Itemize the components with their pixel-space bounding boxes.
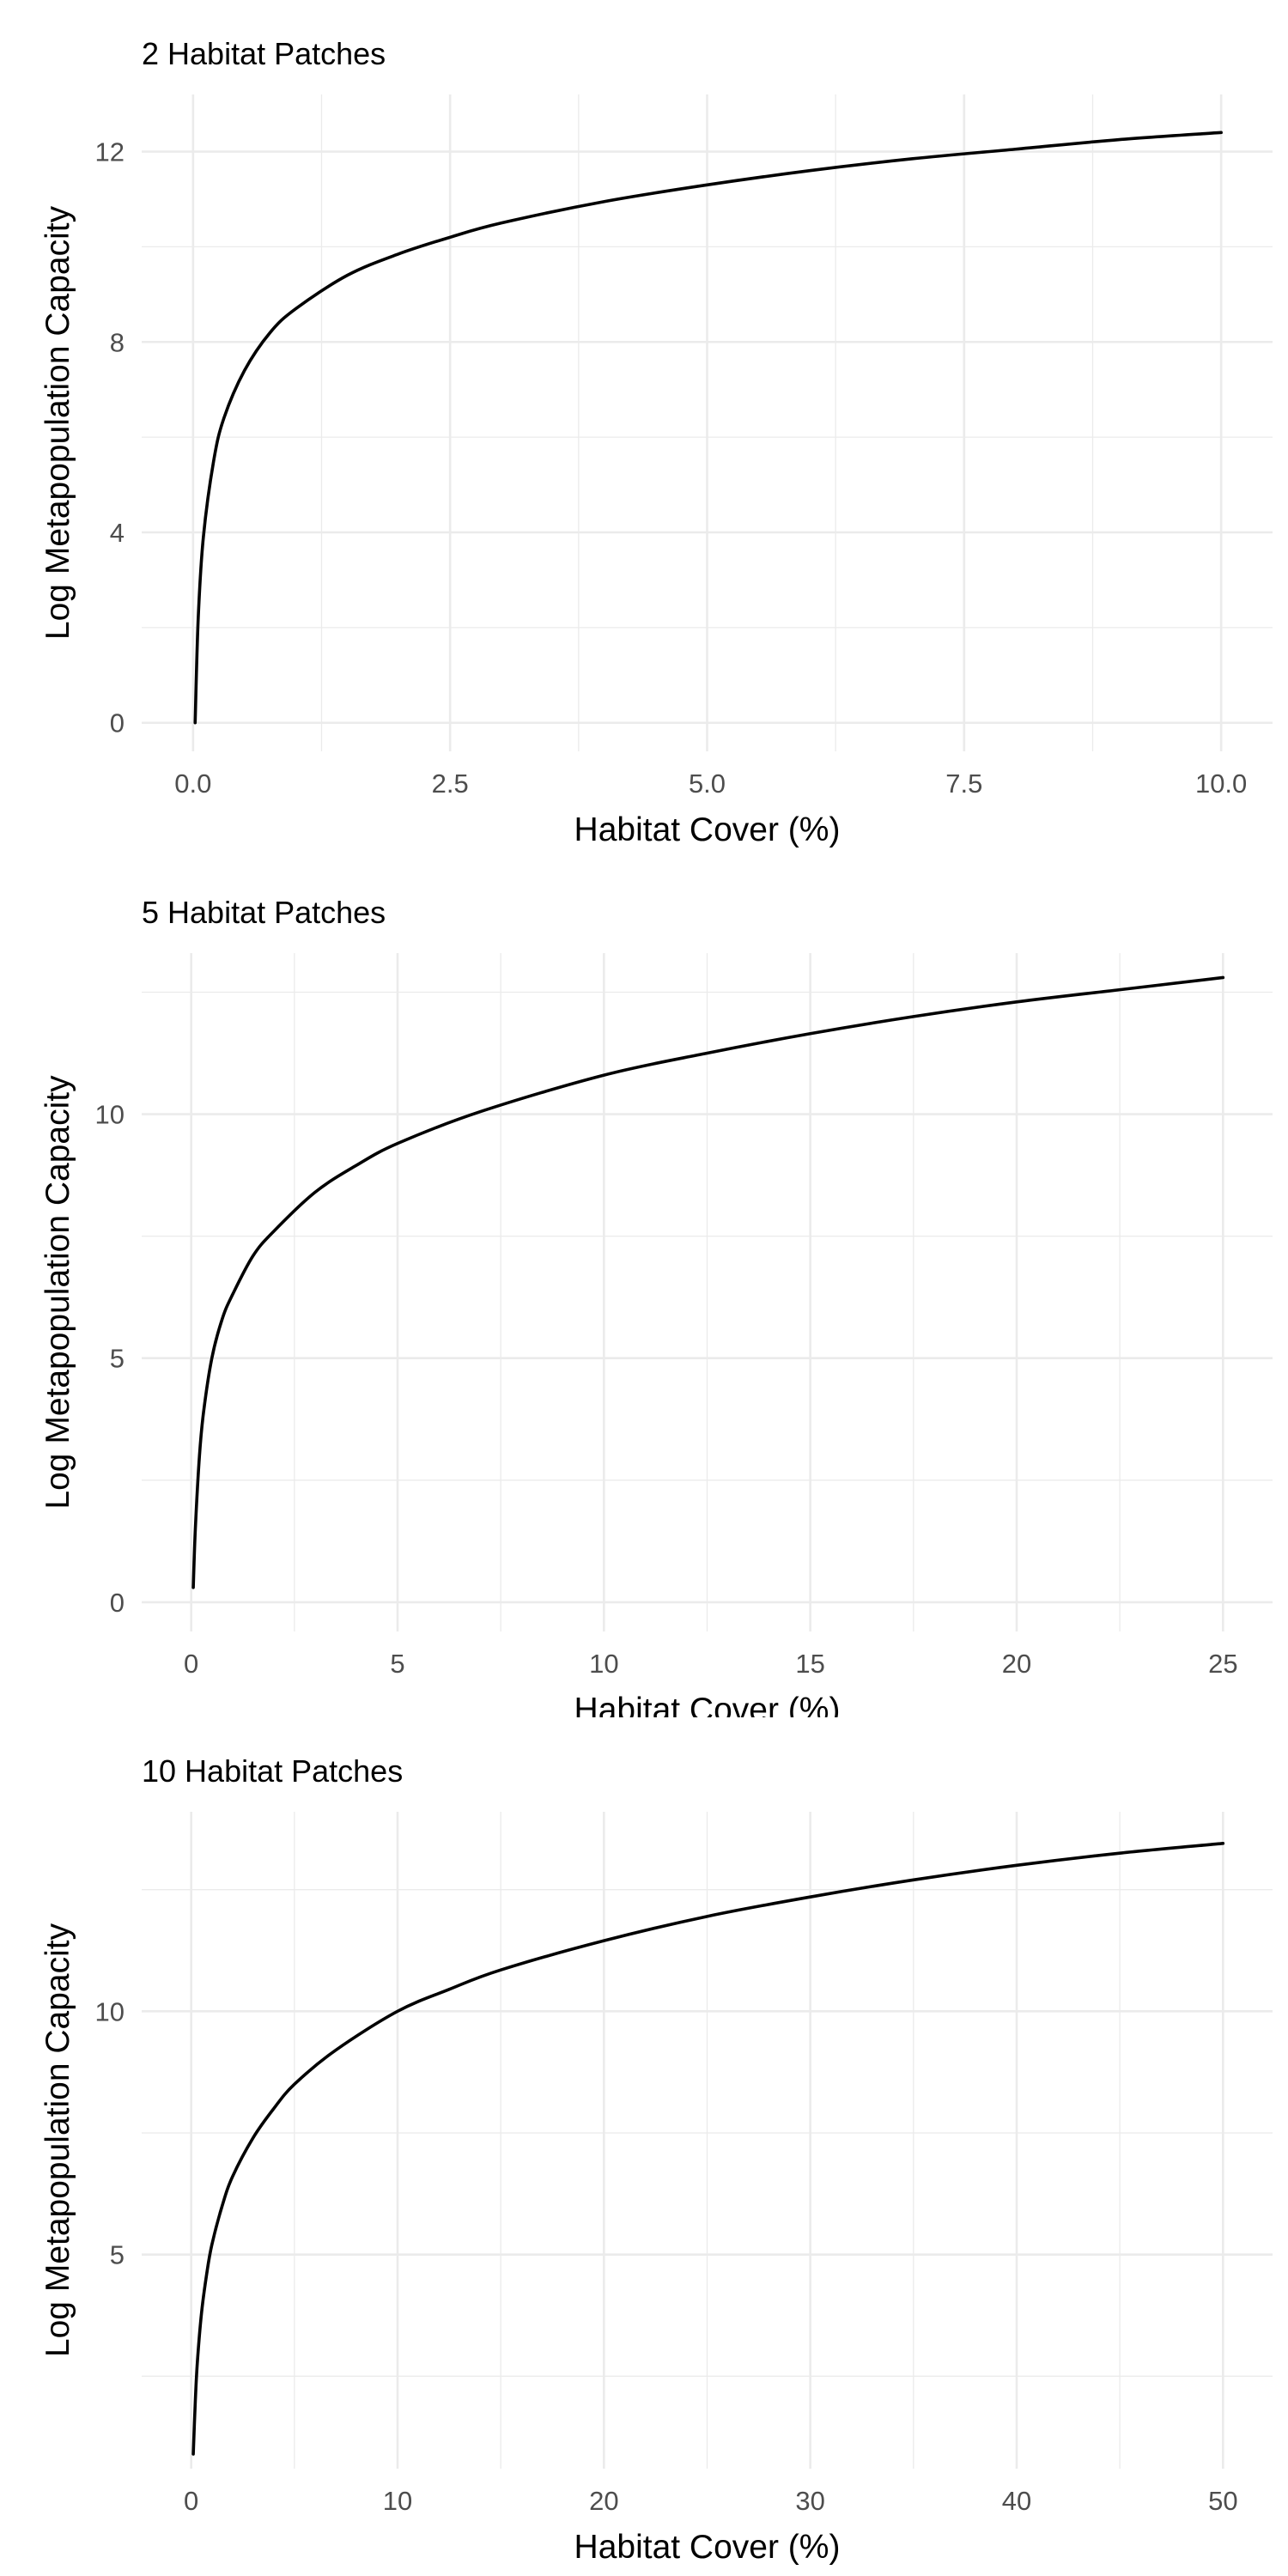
x-tick-label: 10 [383, 2486, 412, 2516]
y-axis-title: Log Metapopulation Capacity [39, 1923, 76, 2357]
x-tick-label: 30 [795, 2486, 824, 2516]
y-tick-label: 10 [95, 1996, 125, 2026]
x-tick-label: 10 [589, 1649, 618, 1679]
y-tick-label: 4 [110, 518, 125, 548]
x-tick-label: 7.5 [945, 769, 982, 799]
y-tick-label: 12 [95, 137, 125, 167]
y-tick-label: 5 [110, 1344, 125, 1374]
y-tick-label: 10 [95, 1100, 125, 1130]
x-tick-label: 20 [589, 2486, 618, 2516]
x-axis-title: Habitat Cover (%) [574, 811, 841, 848]
plot-title: 10 Habitat Patches [142, 1753, 403, 1789]
y-tick-label: 0 [110, 1588, 125, 1618]
x-tick-label: 5 [390, 1649, 404, 1679]
chart-panel-2-patches: 0 4 8 12 0.0 2.5 5.0 7.5 10.0 Habitat Cover (%) Lo… [0, 0, 1288, 859]
y-axis-title: Log Metapopulation Capacity [39, 205, 76, 640]
y-axis-title: Log Metapopulation Capacity [39, 1075, 76, 1510]
chart-10-patches: 5 10 0 10 20 30 40 50 Habitat Cover (%) Log Metap… [39, 1753, 1273, 2566]
x-axis-title: Habitat Cover (%) [574, 2529, 841, 2566]
x-tick-label: 10.0 [1195, 769, 1247, 799]
series-line [191, 1842, 1225, 2456]
x-axis-title: Habitat Cover (%) [574, 1692, 841, 1717]
y-tick-label: 0 [110, 708, 125, 738]
chart-panel-5-patches: 0 5 10 0 5 10 15 20 25 Habitat Cover (%) Log Metap… [0, 859, 1288, 1717]
chart-panel-10-patches: 5 10 0 10 20 30 40 50 Habitat Cover (%) Log Metap… [0, 1717, 1288, 2576]
x-tick-label: 0 [184, 2486, 198, 2516]
x-tick-label: 2.5 [432, 769, 469, 799]
x-tick-label: 0 [184, 1649, 198, 1679]
plot-title: 2 Habitat Patches [142, 36, 386, 71]
y-tick-label: 8 [110, 327, 125, 357]
chart-5-patches: 0 5 10 0 5 10 15 20 25 Habitat Cover (%) Log Metap… [39, 895, 1273, 1717]
x-tick-label: 20 [1002, 1649, 1031, 1679]
x-tick-label: 0.0 [174, 769, 211, 799]
chart-2-patches: 0 4 8 12 0.0 2.5 5.0 7.5 10.0 Habitat Cover (%) Lo… [39, 36, 1273, 848]
x-tick-label: 40 [1002, 2486, 1031, 2516]
x-tick-label: 15 [795, 1649, 824, 1679]
x-tick-label: 50 [1208, 2486, 1237, 2516]
x-tick-label: 25 [1208, 1649, 1237, 1679]
x-tick-label: 5.0 [689, 769, 726, 799]
plot-title: 5 Habitat Patches [142, 895, 386, 930]
y-tick-label: 5 [110, 2240, 125, 2270]
series-line [191, 975, 1225, 1589]
series-line [193, 131, 1223, 725]
